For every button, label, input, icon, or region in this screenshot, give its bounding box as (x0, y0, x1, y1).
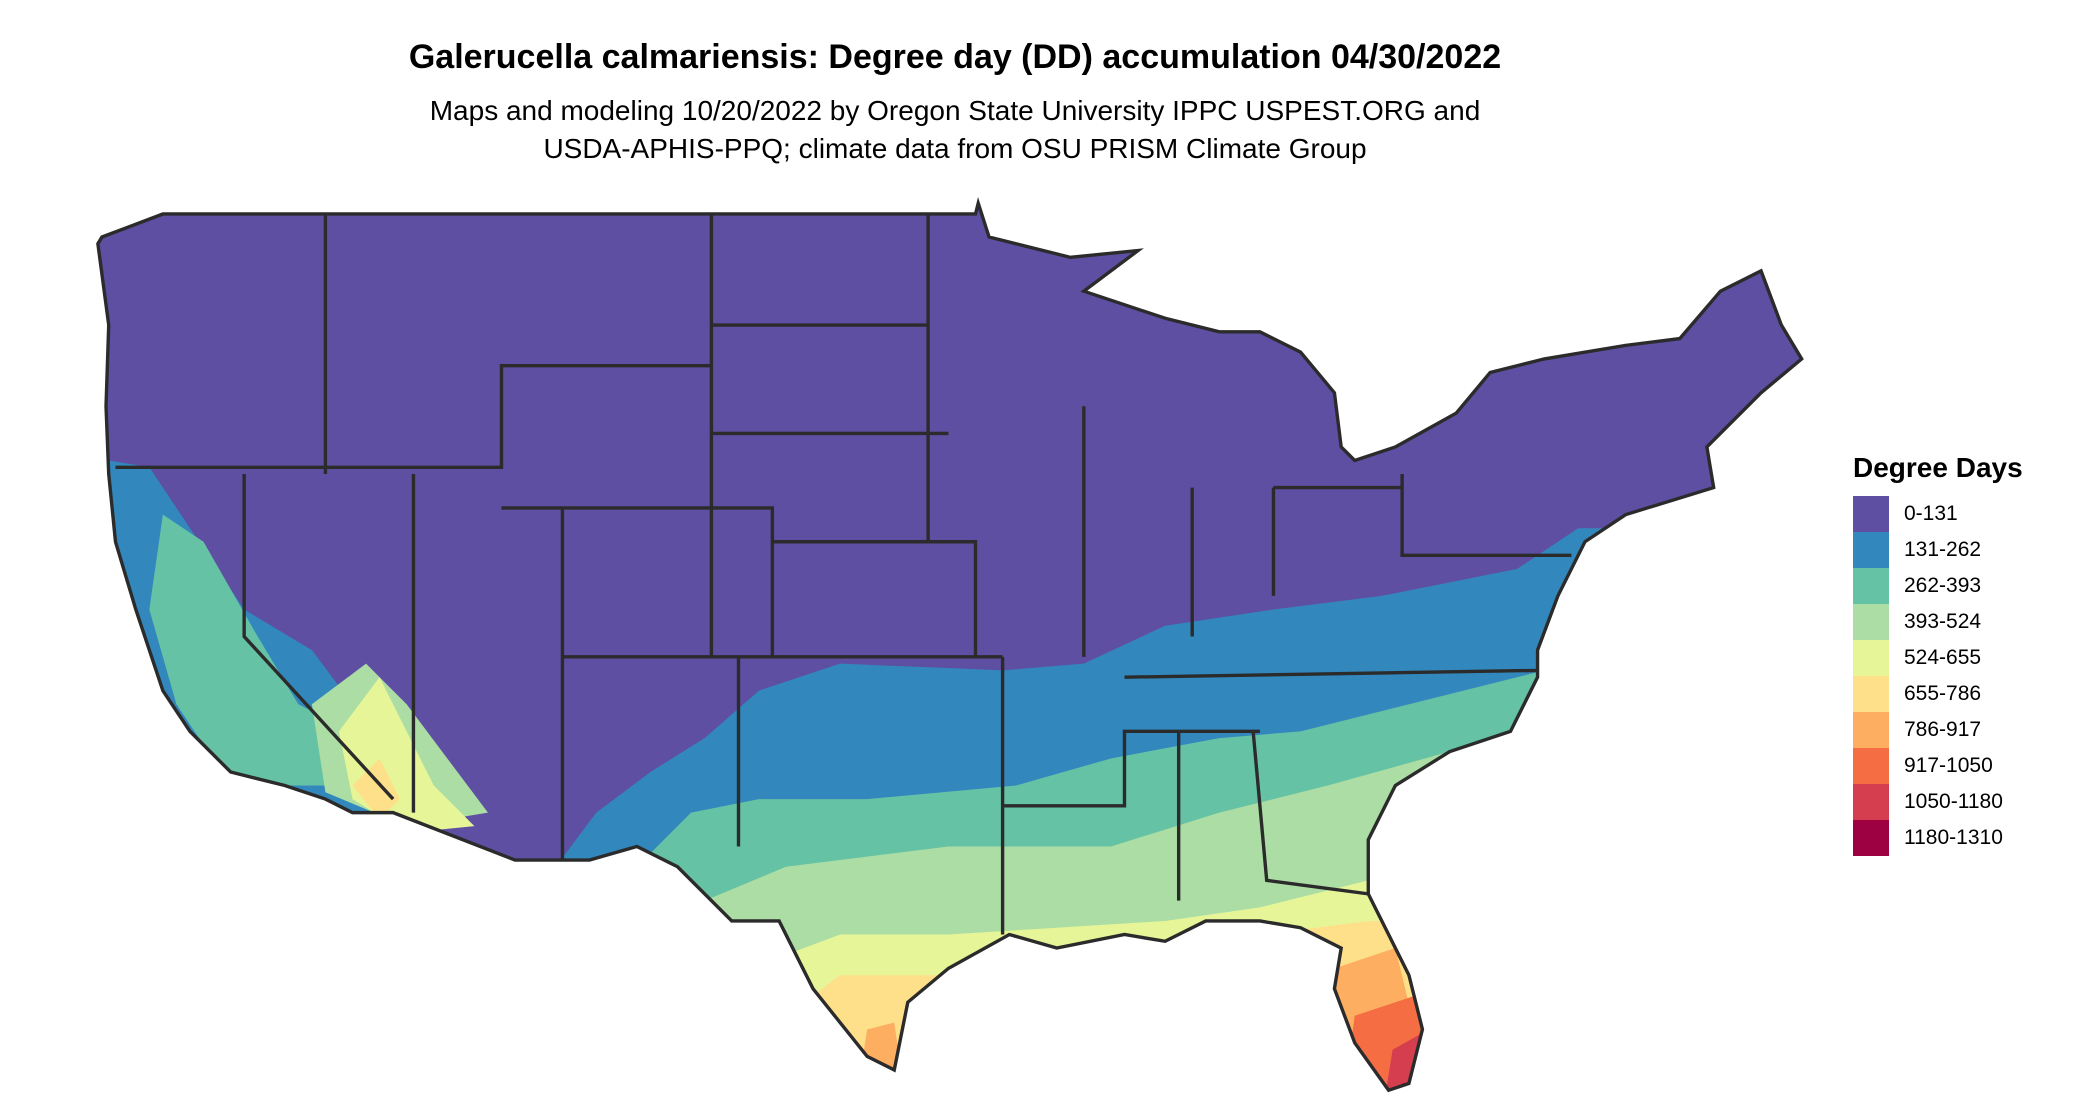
legend-item: 131-262 (1853, 532, 2023, 568)
legend-swatch (1853, 532, 1889, 568)
legend-swatch (1853, 496, 1889, 532)
legend-item: 655-786 (1853, 676, 2023, 712)
legend-swatch (1853, 748, 1889, 784)
legend: Degree Days 0-131 131-262 262-393 393-524 52… (1853, 452, 2023, 856)
legend-swatch (1853, 820, 1889, 856)
legend-swatch (1853, 784, 1889, 820)
band-655-786-west (352, 758, 400, 820)
map-title: Galerucella calmariensis: Degree day (DD… (408, 38, 1502, 76)
legend-label: 655-786 (1904, 682, 1982, 705)
legend-item: 393-524 (1853, 604, 2023, 640)
legend-item: 524-655 (1853, 640, 2023, 676)
band-655-786 (97, 920, 1802, 1091)
legend-item: 0-131 (1853, 496, 2023, 532)
legend-item: 262-393 (1853, 568, 2023, 604)
state-borders (96, 201, 1804, 1092)
legend-swatch (1853, 568, 1889, 604)
legend-swatch (1853, 712, 1889, 748)
state-border (1400, 474, 1572, 557)
map-subtitle-line-1: Maps and modeling 10/20/2022 by Oregon S… (429, 95, 1481, 126)
state-border (1124, 668, 1538, 679)
legend-label: 131-262 (1904, 538, 1982, 561)
state-border (501, 506, 775, 657)
legend-item: 786-917 (1853, 712, 2023, 748)
state-border (1251, 731, 1369, 896)
legend-swatch (1853, 604, 1889, 640)
legend-swatch (1853, 676, 1889, 712)
legend-swatch (1853, 640, 1889, 676)
state-border (115, 363, 712, 469)
legend-label: 524-655 (1904, 646, 1982, 669)
legend-item: 1180-1310 (1853, 820, 2023, 856)
legend-label: 1180-1310 (1904, 826, 2003, 849)
state-border (242, 474, 395, 801)
map-subtitle-line-2: USDA-APHIS-PPQ; climate data from OSU PR… (543, 133, 1367, 164)
legend-label: 262-393 (1904, 574, 1982, 597)
legend-items: 0-131 131-262 262-393 393-524 524-655 655-786… (1853, 496, 2023, 856)
legend-label: 393-524 (1904, 610, 1982, 633)
legend-label: 786-917 (1904, 718, 1982, 741)
legend-label: 0-131 (1904, 502, 1958, 525)
legend-item: 1050-1180 (1853, 784, 2023, 820)
state-border (1002, 729, 1260, 808)
legend-label: 1050-1180 (1904, 790, 2003, 813)
legend-title: Degree Days (1853, 452, 2023, 483)
state-border (772, 540, 978, 657)
legend-label: 917-1050 (1904, 754, 1993, 777)
legend-item: 917-1050 (1853, 748, 2023, 784)
